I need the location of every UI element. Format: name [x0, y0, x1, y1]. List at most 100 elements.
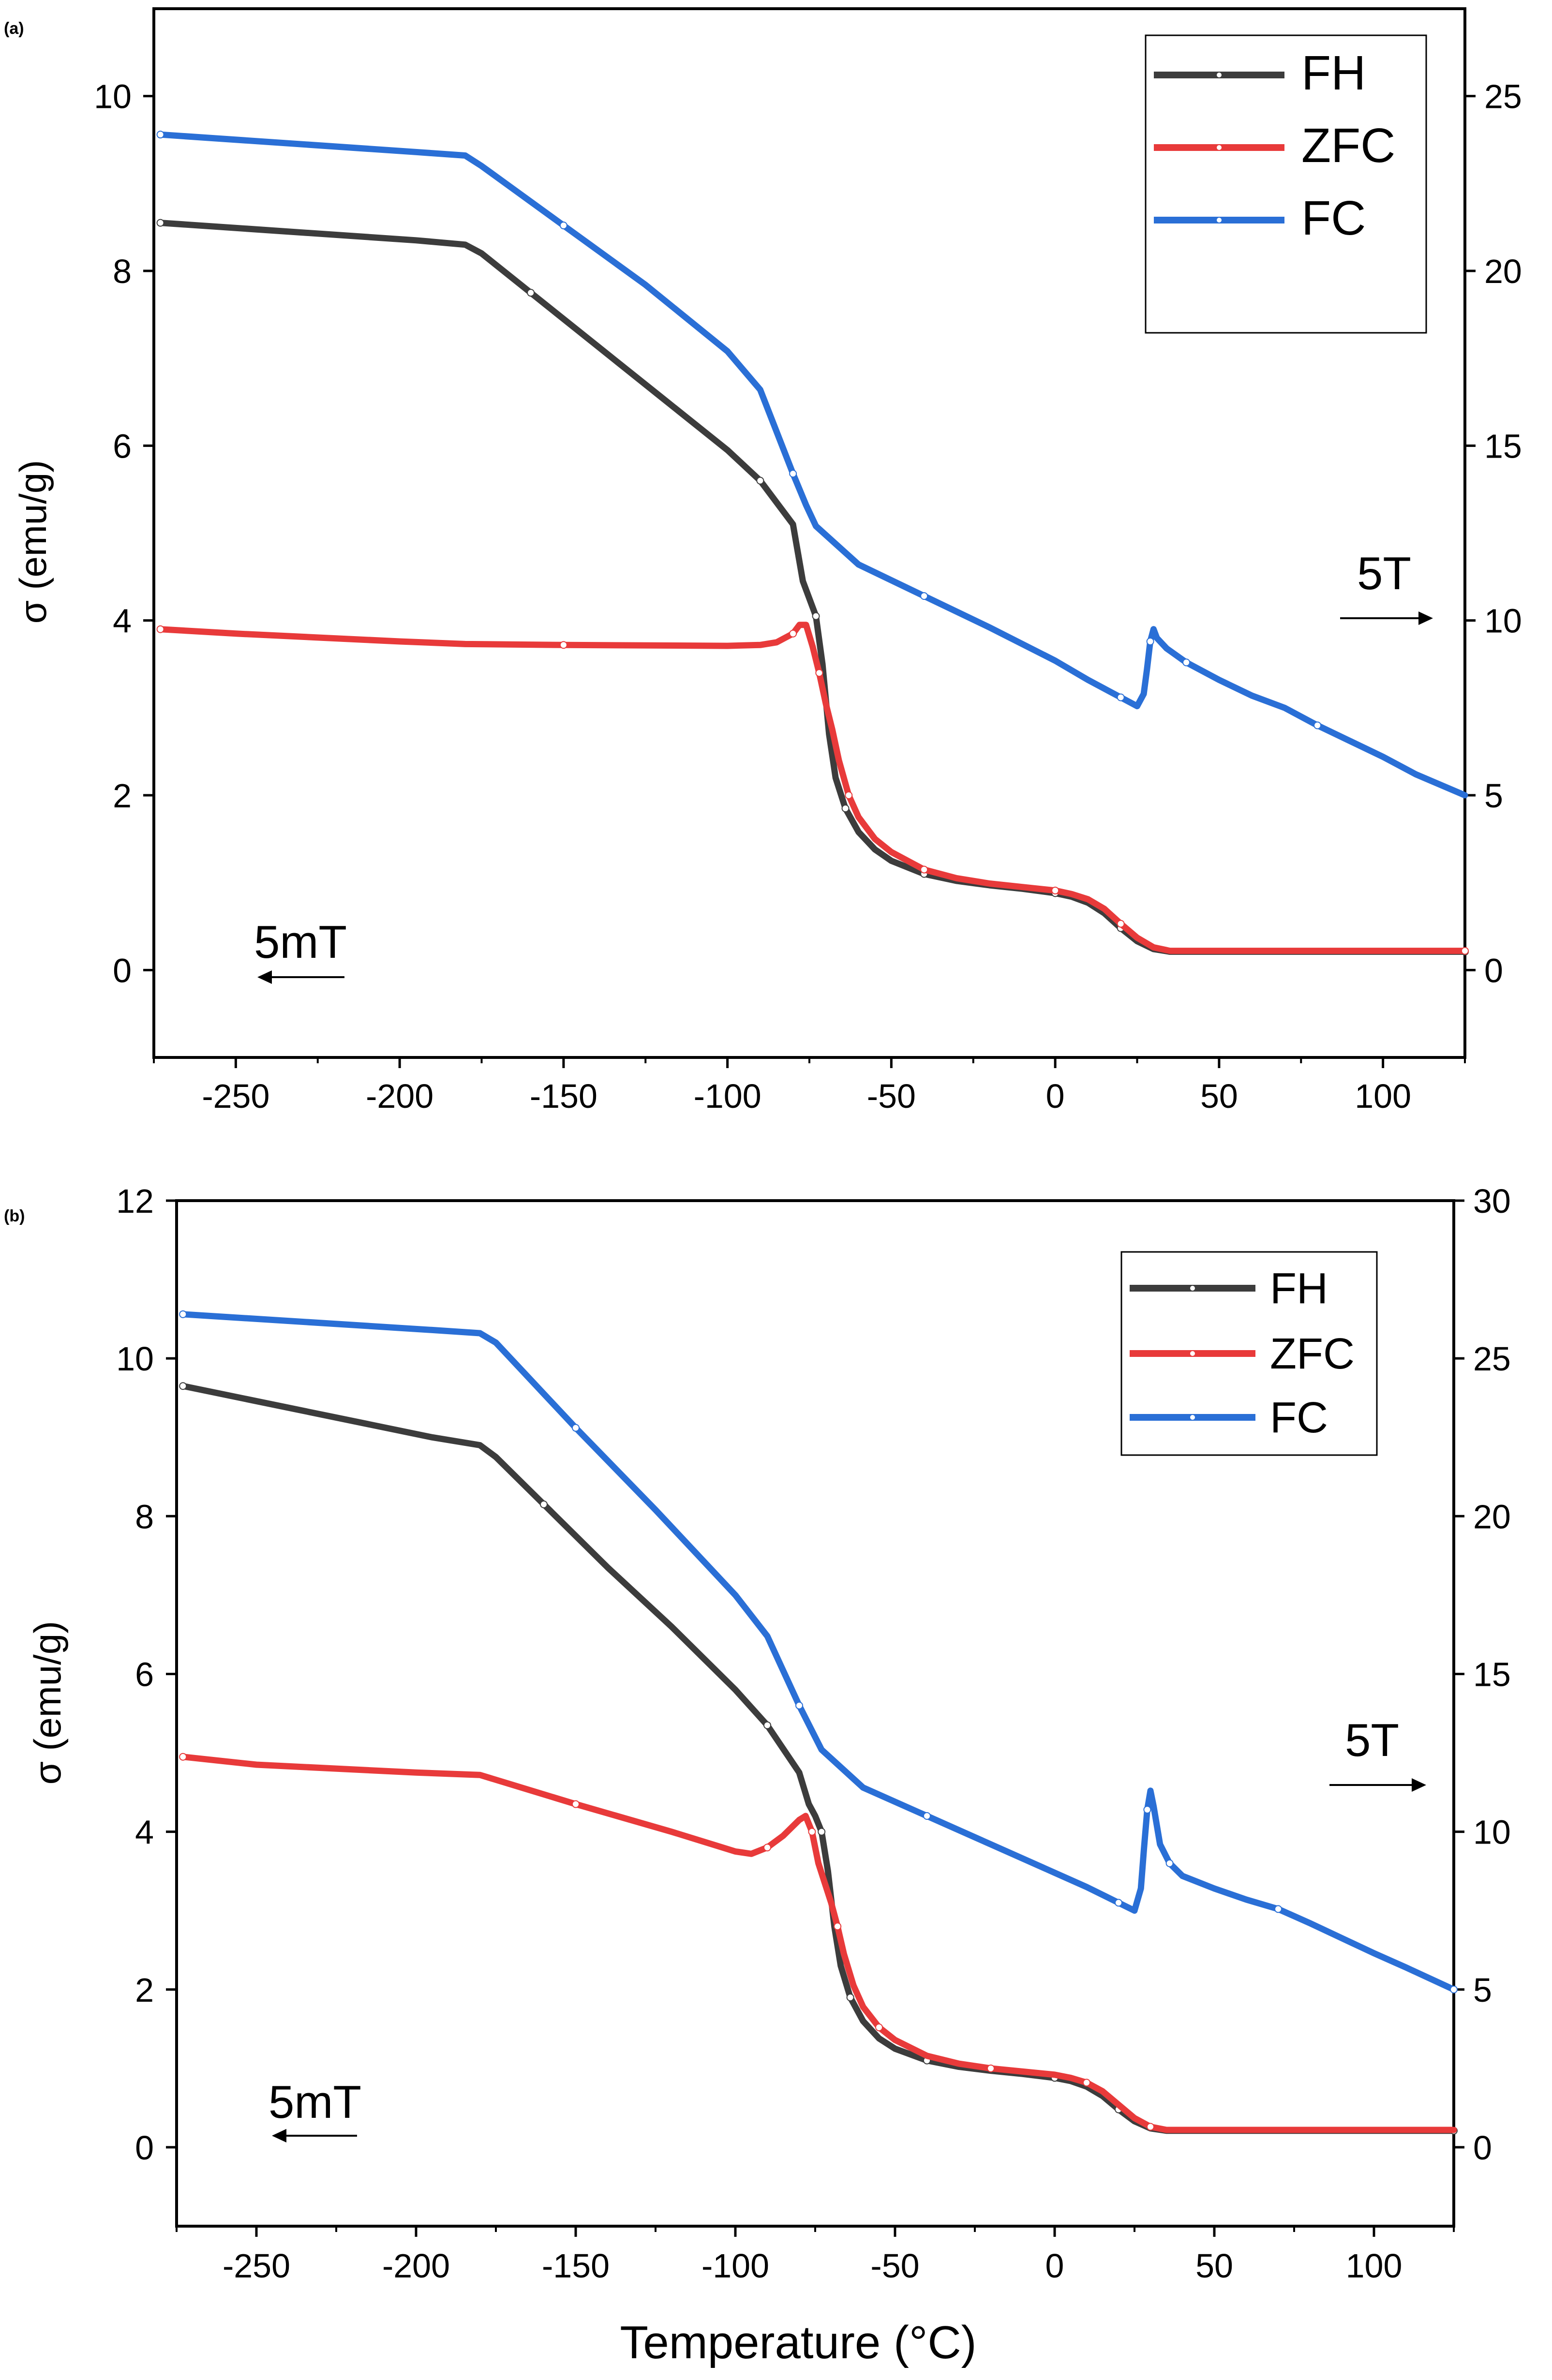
panel-b-series-zfc-point — [834, 1922, 842, 1931]
panel-b-legend-marker-fh — [1189, 1285, 1196, 1292]
panel-a-label: (a) — [4, 19, 24, 38]
panel-a-x-tick-label: -250 — [202, 1077, 269, 1115]
panel-b-series-fc-point — [179, 1310, 187, 1318]
panel-b-series-zfc-point — [179, 1753, 187, 1761]
panel-b-legend-marker-fc — [1189, 1414, 1196, 1421]
panel-a-series — [156, 131, 1469, 956]
panel-a-legend-marker-fc — [1216, 217, 1223, 223]
x-axis-label: Temperature (°C) — [620, 2317, 976, 2368]
panel-a-series-zfc-point — [559, 641, 567, 649]
panel-b-y-right-tick-label: 15 — [1473, 1655, 1511, 1693]
panel-a-x-tick-label: 50 — [1200, 1077, 1238, 1115]
panel-b-series-zfc-point — [875, 2023, 883, 2032]
panel-b-y-left-tick-label: 4 — [135, 1814, 154, 1851]
panel-a-y-left-tick-label: 6 — [113, 427, 132, 465]
panel-b-series-fc-point — [572, 1424, 580, 1432]
panel-a-y-axis-label: σ (emu/g) — [12, 460, 54, 624]
panel-a-y-right-tick-label: 0 — [1484, 952, 1503, 989]
panel-b-y-left-tick-label: 10 — [116, 1340, 154, 1378]
panel-a-series-fc-line — [157, 131, 1468, 799]
panel-a-x-tick-label: -100 — [694, 1077, 761, 1115]
panel-b-y-right-tick-label: 0 — [1473, 2129, 1492, 2167]
panel-b-x-tick-label: -50 — [870, 2247, 919, 2285]
panel-b-y-axis-label: σ (emu/g) — [26, 1621, 69, 1785]
panel-a-y-left-tick-label: 2 — [113, 777, 132, 815]
panel-a-legend-box — [1145, 34, 1427, 334]
panel-b-x-tick-label: 0 — [1045, 2247, 1064, 2285]
panel-b-series-fh-point — [763, 1721, 771, 1729]
panel-a-legend-marker-fh — [1216, 72, 1223, 78]
panel-a-series-zfc-point — [920, 865, 928, 874]
panel-a-series-zfc-point — [1461, 947, 1469, 955]
panel-a-series-fh-point — [841, 804, 850, 813]
panel-b-series-fh-point — [540, 1500, 548, 1508]
panel-a-arrow-left-icon — [257, 970, 344, 984]
panel-a-legend-label-fh: FH — [1301, 46, 1366, 100]
panel-a-series-fc-point — [920, 592, 928, 600]
panel-a-series-zfc-line — [157, 622, 1468, 954]
panel-b-y-left-tick-label: 8 — [135, 1498, 154, 1535]
panel-a-y-right-tick-label: 15 — [1484, 427, 1522, 465]
panel-b-y-left-tick-label: 2 — [135, 1971, 154, 2009]
panel-b-x-tick-label: -150 — [542, 2247, 610, 2285]
panel-b-series-zfc-point — [1147, 2123, 1154, 2131]
panel-a-y-right-tick-label: 5 — [1484, 777, 1503, 815]
panel-a: (a) σ (emu/g) -250 -200 -150 -100 -50 0 50 1000… — [4, 7, 1522, 1115]
panel-b-y-right-tick-label: 20 — [1473, 1498, 1511, 1535]
panel-b-series-fc-point — [1165, 1859, 1174, 1867]
panel-a-x-tick-label: -150 — [530, 1077, 597, 1115]
panel-a-y-right-tick-label: 20 — [1484, 253, 1522, 290]
panel-a-series-fh-point — [156, 219, 164, 227]
panel-b-legend-label-zfc: ZFC — [1270, 1330, 1355, 1378]
panel-b-y-left-tick-label: 0 — [135, 2129, 154, 2167]
panel-b-series-fh-line — [179, 1383, 1457, 2134]
panel-a-annotation-5t: 5T — [1357, 548, 1411, 599]
panel-b-series-zfc-line — [179, 1754, 1457, 2133]
panel-b-y-right-tick-label: 25 — [1473, 1340, 1511, 1378]
panel-b-series-zfc-point — [763, 1844, 771, 1852]
panel-a-x-tick-label: -50 — [867, 1077, 916, 1115]
panel-a-y-left-tick-label: 0 — [113, 952, 132, 989]
panel-b-annotation-5mt: 5mT — [269, 2076, 361, 2128]
panel-b-annotation-5t: 5T — [1345, 1714, 1399, 1766]
panel-a-y-left-tick-label: 4 — [113, 602, 132, 640]
panel-a-series-zfc-point — [156, 625, 164, 633]
panel-b-series-fc-point — [795, 1701, 803, 1710]
panel-b-arrow-right-icon — [1329, 1778, 1426, 1792]
panel-a-series-fh-point — [527, 289, 535, 297]
panel-b-series-fc-point — [923, 1812, 931, 1820]
panel-a-axes-ticks: -250 -200 -150 -100 -50 0 50 100024681005101520… — [94, 78, 1522, 1115]
panel-b-y-right-tick-label: 5 — [1473, 1971, 1492, 2009]
panel-a-legend: FH ZFC FC — [1145, 34, 1427, 334]
panel-a-legend-label-zfc: ZFC — [1301, 119, 1395, 173]
panel-b-series-fh-point — [818, 1828, 826, 1836]
panel-b-y-left-tick-label: 6 — [135, 1655, 154, 1693]
panel-b-x-tick-label: 50 — [1195, 2247, 1233, 2285]
panel-a-legend-label-fc: FC — [1301, 191, 1366, 245]
panel-b-series-fc-point — [1274, 1905, 1282, 1913]
panel-b-series-zfc-point — [808, 1828, 816, 1836]
panel-b-legend-label-fc: FC — [1270, 1394, 1328, 1442]
panel-a-series-fc-point — [789, 470, 797, 478]
panel-b-x-tick-label: -250 — [223, 2247, 290, 2285]
panel-a-legend-marker-zfc — [1216, 144, 1223, 151]
panel-a-series-fc-point — [1182, 658, 1191, 667]
panel-b-legend-label-fh: FH — [1270, 1264, 1328, 1313]
panel-b-series — [179, 1310, 1458, 2135]
panel-a-x-tick-label: 0 — [1046, 1077, 1065, 1115]
panel-b-label: (b) — [4, 1207, 25, 1225]
panel-a-y-right-tick-label: 10 — [1484, 602, 1522, 640]
panel-a-series-zfc-point — [1117, 920, 1125, 928]
panel-a-series-zfc-point — [789, 629, 797, 638]
panel-a-series-fh-point — [756, 476, 764, 485]
panel-a-series-fc-point — [1117, 693, 1125, 701]
panel-b-y-right-tick-label: 10 — [1473, 1814, 1511, 1851]
panel-a-x-tick-label: 100 — [1355, 1077, 1411, 1115]
panel-b-arrow-left-icon — [272, 2129, 357, 2142]
panel-b: (b) σ (emu/g) -250 -200 -150 -100 -50 0 50 1000… — [4, 1182, 1511, 2368]
panel-a-series-fc-point — [1313, 721, 1322, 729]
panel-b-x-tick-label: -100 — [701, 2247, 769, 2285]
panel-a-y-left-tick-label: 8 — [113, 253, 132, 290]
panel-a-x-tick-label: -200 — [366, 1077, 433, 1115]
